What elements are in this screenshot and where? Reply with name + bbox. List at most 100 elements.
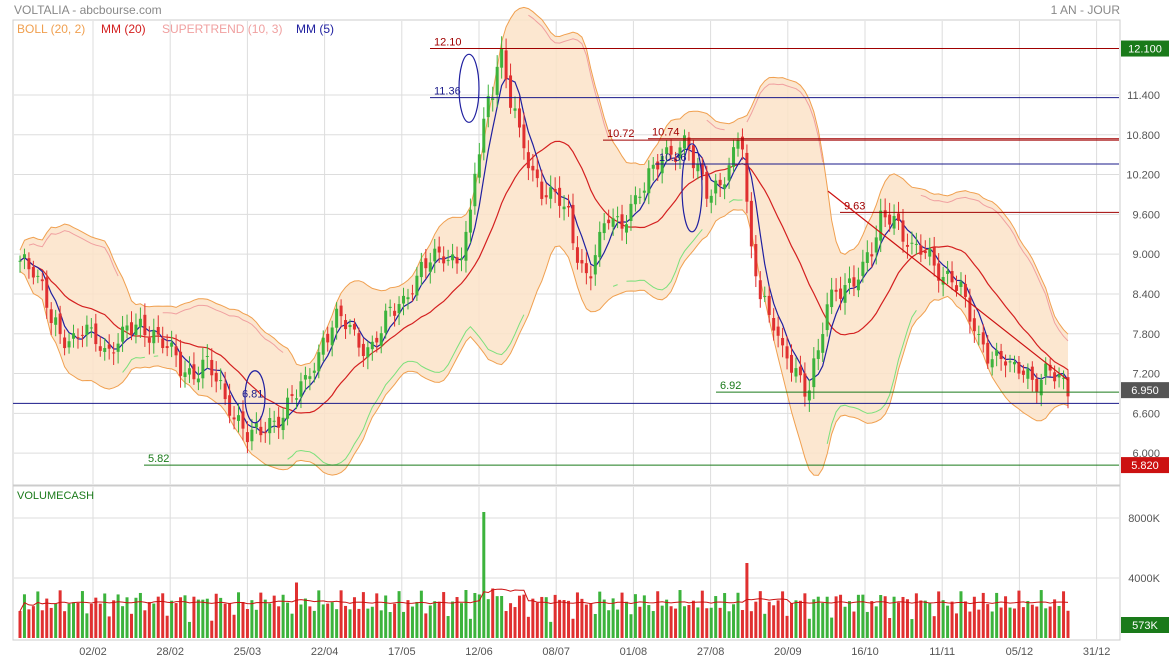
candle-body [1035,378,1039,392]
x-tick-label: 20/09 [774,646,802,658]
supertrend-bear [746,83,824,163]
trend-line [827,190,1069,381]
volume-bar [763,613,767,638]
candle-body [602,223,606,234]
candle-body [852,277,856,287]
candle-body [861,261,865,276]
candle-body [558,187,562,206]
supertrend-bull [287,314,525,466]
level-label: 11.36 [434,86,461,98]
candle-body [63,337,67,349]
level-label: 6.92 [720,380,741,392]
candle-body [245,432,249,443]
legend-item: MM (5) [296,22,334,36]
x-tick-label: 05/12 [1006,646,1034,658]
candle-body [210,359,214,376]
candle-body [928,248,932,257]
volume-bar [424,613,428,638]
volume-bar [963,601,967,638]
candle-body [352,323,356,330]
level-label: 10.74 [652,127,680,139]
volume-bar [80,591,84,638]
x-tick-label: 12/06 [465,646,493,658]
candle-body [268,418,272,434]
volume-bar [794,600,798,638]
volume-bar [798,600,802,638]
candle-body [513,108,517,111]
candle-body [580,260,584,264]
candle-body [103,348,107,352]
y-tick-label: 10.800 [1126,130,1160,142]
candle-body [147,337,151,343]
candle-body [384,310,388,333]
candle-body [500,48,504,68]
y-tick-label: 7.800 [1132,329,1160,341]
volume-bar [571,618,575,638]
candle-body [27,258,31,270]
candle-body [847,278,851,283]
candle-body [821,334,825,353]
candle-body [629,203,633,222]
volume-bar [259,592,263,638]
candle-body [642,190,646,193]
volume-bar [638,606,642,638]
candle-body [232,417,236,420]
candle-body [843,285,847,303]
supertrend-bear [528,14,610,139]
current-price-text: 6.950 [1131,385,1159,397]
volume-bar [549,621,553,638]
volume-bar [892,596,896,638]
candle-body [379,333,383,346]
volume-bar [972,596,976,638]
candle-body [326,333,330,343]
candle-body [874,237,878,253]
volume-bar [678,590,682,638]
volume-bar [955,613,959,638]
supertrend-bull [122,356,145,373]
volume-bar [370,606,374,638]
candle-body [509,75,513,108]
volume-bar [772,605,776,638]
candle-body [1057,374,1061,378]
volume-bar [691,600,695,638]
volume-bar [455,597,459,638]
bollinger-upper [19,6,1069,367]
volume-bar [727,611,731,638]
volume-bar [152,603,156,638]
candle-body [553,188,557,192]
candle-body [1039,379,1043,396]
volume-bar [1026,600,1030,638]
candle-body [67,341,71,348]
level-badge [1121,40,1169,57]
candle-body [504,50,508,80]
candle-body [1012,361,1016,365]
candle-body [660,155,664,174]
candle-body [299,381,303,397]
candle-body [152,330,156,344]
candle-body [571,204,575,244]
volume-tick-label: 4000K [1128,573,1160,585]
candle-body [910,242,914,244]
candle-body [990,359,994,368]
level-label: 9.63 [844,200,865,212]
candle-body [179,351,183,376]
candle-body [1008,361,1012,363]
candle-body [393,310,397,316]
volume-bar [339,590,343,638]
volume-bar [767,601,771,638]
candle-body [339,305,343,317]
volume-bar [415,601,419,638]
volume-bar [905,599,909,638]
volume-bar [63,611,67,638]
candle-body [459,258,463,260]
volume-bar [89,603,93,638]
volume-bar [785,615,789,638]
volume-bar [665,599,669,638]
volume-bar [861,594,865,638]
candle-body [981,332,985,345]
volume-bar [919,600,923,638]
volume-bar [946,605,950,638]
candle-body [174,346,178,356]
candle-body [482,118,486,153]
candle-body [317,352,321,372]
